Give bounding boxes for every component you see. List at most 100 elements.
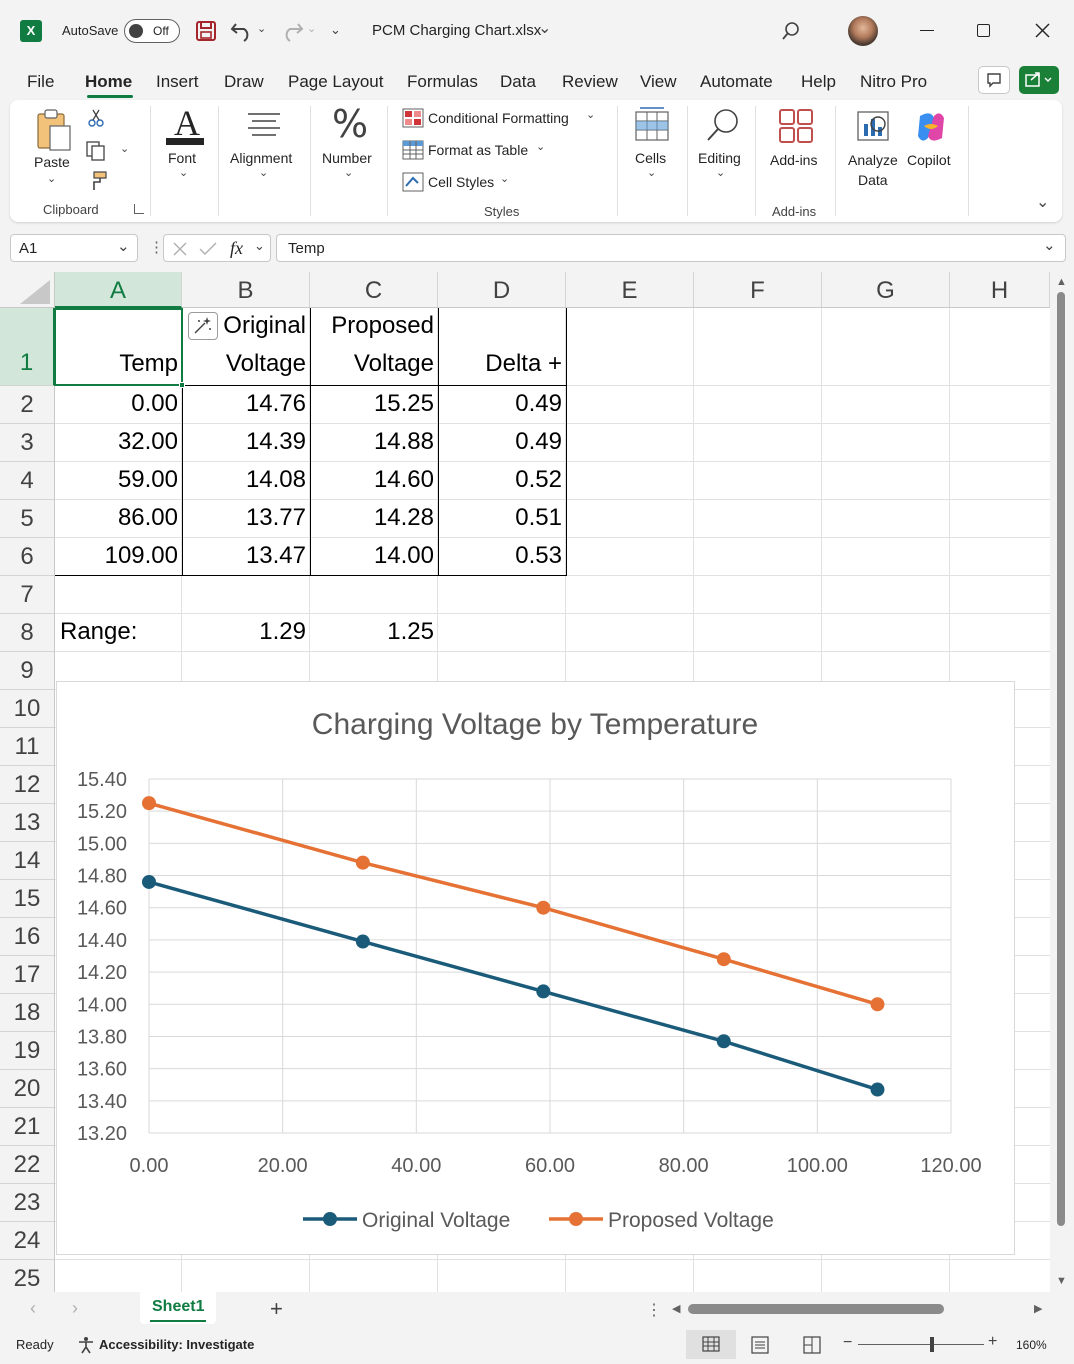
cell-c4[interactable]: 14.60 xyxy=(373,466,434,493)
name-box-chevron-icon[interactable]: ⌄ xyxy=(117,238,130,255)
cell-a4[interactable]: 59.00 xyxy=(117,466,178,493)
cell-c8[interactable]: 1.25 xyxy=(387,618,434,645)
row-header-18[interactable]: 18 xyxy=(0,994,55,1032)
editing-label[interactable]: Editing xyxy=(698,150,741,166)
tab-data[interactable]: Data xyxy=(500,72,536,91)
cell-c6[interactable]: 14.00 xyxy=(373,542,434,569)
cell-b6[interactable]: 13.47 xyxy=(245,542,306,569)
status-accessibility[interactable]: Accessibility: Investigate xyxy=(99,1337,255,1352)
paste-chevron-icon[interactable]: ⌄ xyxy=(47,173,57,185)
copy-chevron-icon[interactable]: ⌄ xyxy=(120,143,130,155)
tab-formulas[interactable]: Formulas xyxy=(407,72,478,91)
tab-nitro-pro[interactable]: Nitro Pro xyxy=(860,72,928,91)
cut-icon[interactable] xyxy=(86,108,106,128)
enter-check-icon[interactable] xyxy=(199,242,217,256)
tab-insert[interactable]: Insert xyxy=(156,72,199,91)
row-header-9[interactable]: 9 xyxy=(0,652,55,690)
zoom-level[interactable]: 160% xyxy=(1016,1338,1047,1352)
cells-label[interactable]: Cells xyxy=(635,150,667,166)
cell-styles-label[interactable]: Cell Styles xyxy=(428,174,495,190)
tab-automate[interactable]: Automate xyxy=(700,72,773,91)
number-chevron-icon[interactable]: ⌄ xyxy=(344,167,354,179)
row-header-21[interactable]: 21 xyxy=(0,1108,55,1146)
scroll-down-icon[interactable]: ▼ xyxy=(1056,1275,1067,1287)
editing-search-icon[interactable] xyxy=(704,106,742,144)
comments-button[interactable] xyxy=(978,66,1010,94)
maximize-icon[interactable] xyxy=(977,24,990,37)
font-chevron-icon[interactable]: ⌄ xyxy=(179,167,189,179)
zoom-slider-track[interactable] xyxy=(858,1344,984,1345)
undo-dropdown-chevron-icon[interactable]: ⌄ xyxy=(257,23,267,35)
row-header-25[interactable]: 25 xyxy=(0,1260,55,1298)
formula-input[interactable]: Temp ⌄ xyxy=(276,234,1066,262)
cell-d6[interactable]: 0.53 xyxy=(515,542,562,569)
cell-b1-line2[interactable]: Voltage xyxy=(225,350,306,377)
paste-icon[interactable] xyxy=(34,108,74,152)
cell-b3[interactable]: 14.39 xyxy=(245,428,306,455)
save-icon[interactable] xyxy=(195,20,217,42)
number-label[interactable]: Number xyxy=(322,150,372,166)
row-header-16[interactable]: 16 xyxy=(0,918,55,956)
zoom-slider-thumb[interactable] xyxy=(930,1337,934,1352)
row-header-7[interactable]: 7 xyxy=(0,576,55,614)
cell-styles-icon[interactable] xyxy=(402,172,424,192)
alignment-label[interactable]: Alignment xyxy=(230,150,293,166)
row-header-11[interactable]: 11 xyxy=(0,728,55,766)
row-header-14[interactable]: 14 xyxy=(0,842,55,880)
row-header-17[interactable]: 17 xyxy=(0,956,55,994)
view-normal-button[interactable] xyxy=(686,1330,736,1359)
column-header-g[interactable]: G xyxy=(822,272,950,308)
collapse-ribbon-chevron-icon[interactable]: ⌄ xyxy=(1036,194,1050,211)
tab-help[interactable]: Help xyxy=(801,72,836,91)
analyze-data-icon[interactable] xyxy=(854,108,892,146)
prev-sheet-chevron-icon[interactable]: ‹ xyxy=(30,1298,36,1318)
tab-home[interactable]: Home xyxy=(85,72,133,91)
addins-icon[interactable] xyxy=(778,108,814,144)
cell-c1-line2[interactable]: Voltage xyxy=(353,350,434,377)
tab-split-grip-icon[interactable]: ⋮ xyxy=(646,1302,662,1319)
cell-d4[interactable]: 0.52 xyxy=(515,466,562,493)
column-header-f[interactable]: F xyxy=(694,272,822,308)
analyze-data-label-1[interactable]: Analyze xyxy=(848,152,898,168)
row-header-4[interactable]: 4 xyxy=(0,462,55,500)
file-title[interactable]: PCM Charging Chart.xlsx xyxy=(372,22,542,39)
avatar[interactable] xyxy=(848,16,878,46)
cell-b2[interactable]: 14.76 xyxy=(245,390,306,417)
page-break-view-icon[interactable] xyxy=(802,1335,822,1355)
share-button[interactable] xyxy=(1019,66,1059,94)
tab-page-layout[interactable]: Page Layout xyxy=(288,72,384,91)
cell-a2[interactable]: 0.00 xyxy=(131,390,178,417)
cells-chevron-icon[interactable]: ⌄ xyxy=(647,167,657,179)
tab-file[interactable]: File xyxy=(27,72,55,91)
copilot-label[interactable]: Copilot xyxy=(907,152,951,168)
row-header-1[interactable]: 1 xyxy=(0,308,55,386)
title-chevron-down-icon[interactable]: ⌄ xyxy=(538,20,552,37)
cell-c5[interactable]: 14.28 xyxy=(373,504,434,531)
cells-icon[interactable] xyxy=(634,106,670,142)
cell-a5[interactable]: 86.00 xyxy=(117,504,178,531)
zoom-out-icon[interactable]: − xyxy=(843,1334,853,1351)
fill-handle[interactable] xyxy=(179,382,185,388)
scroll-up-icon[interactable]: ▲ xyxy=(1056,276,1067,288)
column-header-d[interactable]: D xyxy=(438,272,566,308)
row-header-8[interactable]: 8 xyxy=(0,614,55,652)
alignment-icon[interactable] xyxy=(246,110,282,140)
conditional-formatting-icon[interactable] xyxy=(402,108,424,128)
cell-a8[interactable]: Range: xyxy=(60,618,138,645)
cell-d2[interactable]: 0.49 xyxy=(515,390,562,417)
cell-b4[interactable]: 14.08 xyxy=(245,466,306,493)
row-header-19[interactable]: 19 xyxy=(0,1032,55,1070)
cell-a3[interactable]: 32.00 xyxy=(117,428,178,455)
page-layout-view-icon[interactable] xyxy=(750,1335,770,1355)
format-as-table-chevron-icon[interactable]: ⌄ xyxy=(536,141,546,153)
row-header-12[interactable]: 12 xyxy=(0,766,55,804)
fx-chevron-icon[interactable]: ⌄ xyxy=(254,238,265,253)
cell-c2[interactable]: 15.25 xyxy=(373,390,434,417)
name-box[interactable]: A1 ⌄ xyxy=(10,234,138,262)
cell-a1[interactable]: Temp xyxy=(119,350,178,377)
zoom-in-icon[interactable]: + xyxy=(988,1333,998,1350)
column-header-e[interactable]: E xyxy=(566,272,694,308)
alignment-chevron-icon[interactable]: ⌄ xyxy=(259,167,269,179)
column-header-b[interactable]: B xyxy=(182,272,310,308)
editing-chevron-icon[interactable]: ⌄ xyxy=(716,167,726,179)
